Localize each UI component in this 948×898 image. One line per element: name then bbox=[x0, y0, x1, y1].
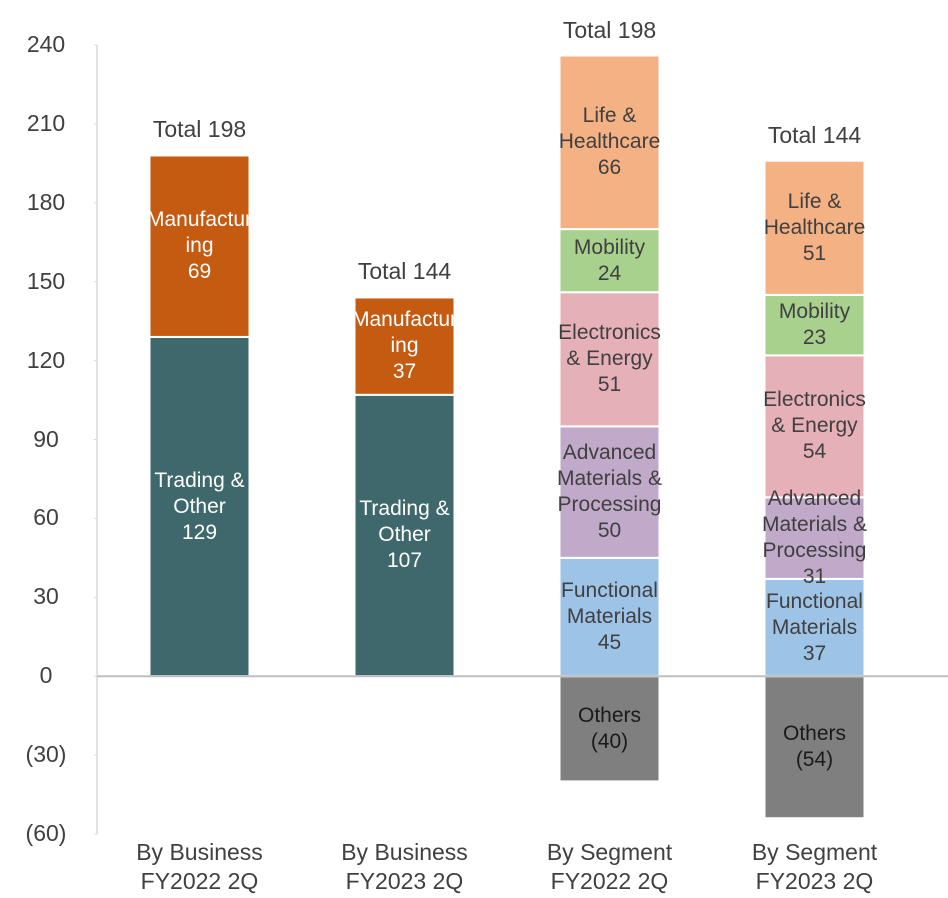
bar-segment bbox=[558, 425, 661, 559]
segment-value: 69 bbox=[187, 260, 212, 284]
total-label: Total 144 bbox=[767, 121, 862, 148]
segment-value: 66 bbox=[597, 156, 622, 180]
y-tick-label: 180 bbox=[26, 188, 66, 215]
bar-segment bbox=[148, 154, 251, 338]
segment-value: 37 bbox=[392, 360, 417, 384]
segment-name: Mobility bbox=[778, 300, 851, 324]
segment-value: 24 bbox=[597, 261, 622, 285]
segment-name: Electronics & Energy bbox=[558, 321, 661, 371]
segment-label: Electronics & Energy 51 bbox=[550, 292, 670, 426]
bar-segment bbox=[353, 296, 456, 396]
segment-name: Manufacturing bbox=[146, 208, 253, 258]
y-tick-label: 120 bbox=[26, 346, 66, 373]
total-label: Total 198 bbox=[152, 116, 247, 143]
segment-value: 23 bbox=[802, 326, 827, 350]
segment-label: Advanced Materials & Processing 31 bbox=[755, 487, 875, 588]
segment-value: 51 bbox=[802, 241, 827, 265]
bar-segment bbox=[763, 159, 866, 296]
x-tick-label: By Business FY2022 2Q bbox=[136, 839, 263, 894]
y-tick-label: (60) bbox=[25, 820, 67, 846]
segment-label: Life & Healthcare 51 bbox=[755, 161, 875, 295]
segment-value: (54) bbox=[795, 748, 834, 772]
y-tick-label: 0 bbox=[39, 662, 53, 689]
bar-segment bbox=[558, 54, 661, 231]
y-tick-label: (30) bbox=[25, 741, 67, 768]
segment-name: Manufacturing bbox=[351, 308, 458, 358]
y-tick-label: 240 bbox=[26, 31, 66, 57]
bar-segment bbox=[763, 293, 866, 357]
segment-name: Trading & Other bbox=[154, 468, 245, 518]
x-tick-label: By Segment FY2023 2Q bbox=[751, 839, 878, 894]
segment-name: Electronics & Energy bbox=[763, 388, 866, 438]
segment-value: 31 bbox=[802, 565, 827, 589]
segment-value: 54 bbox=[802, 440, 827, 464]
y-tick-label: 60 bbox=[33, 504, 59, 531]
segment-name: Life & Healthcare bbox=[558, 104, 661, 154]
y-tick-label: 30 bbox=[33, 583, 59, 610]
segment-name: Life & Healthcare bbox=[763, 189, 866, 239]
segment-label: Trading & Other 129 bbox=[140, 337, 260, 676]
segment-label: Advanced Materials & Processing 50 bbox=[550, 426, 670, 558]
bar-segment bbox=[558, 291, 661, 428]
segment-label: Functional Materials 37 bbox=[755, 579, 875, 676]
y-tick-label: 210 bbox=[26, 109, 66, 136]
segment-name: Advanced Materials & Processing bbox=[761, 487, 868, 563]
segment-label: Life & Healthcare 66 bbox=[550, 56, 670, 230]
segment-name: Functional Materials bbox=[766, 589, 863, 639]
segment-value: (40) bbox=[590, 729, 629, 753]
segment-label: Functional Materials 45 bbox=[550, 558, 670, 676]
segment-name: Advanced Materials & Processing bbox=[556, 441, 663, 517]
bar-segment bbox=[763, 577, 866, 678]
segment-label: Others (40) bbox=[550, 676, 670, 781]
bar-segment bbox=[763, 675, 866, 820]
segment-value: 51 bbox=[597, 373, 622, 397]
segment-name: Others bbox=[782, 722, 847, 746]
segment-value: 129 bbox=[181, 520, 218, 544]
segment-value: 37 bbox=[802, 641, 827, 665]
segment-name: Others bbox=[577, 703, 642, 727]
y-tick-label: 90 bbox=[33, 425, 59, 452]
segment-value: 45 bbox=[597, 631, 622, 655]
bar-segment bbox=[763, 496, 866, 580]
x-tick-label: By Segment FY2022 2Q bbox=[546, 839, 673, 894]
segment-value: 107 bbox=[386, 549, 423, 573]
bar-segment bbox=[763, 354, 866, 499]
segment-name: Functional Materials bbox=[561, 579, 658, 629]
segment-name: Mobility bbox=[573, 235, 646, 259]
total-label: Total 144 bbox=[357, 258, 452, 285]
segment-label: Others (54) bbox=[755, 676, 875, 818]
segment-name: Trading & Other bbox=[359, 497, 450, 547]
segment-label: Manufacturing 69 bbox=[140, 155, 260, 336]
segment-label: Mobility 24 bbox=[550, 229, 670, 292]
bar-segment bbox=[558, 675, 661, 783]
y-tick-label: 150 bbox=[26, 267, 66, 294]
segment-label: Electronics & Energy 54 bbox=[755, 355, 875, 497]
segment-label: Trading & Other 107 bbox=[345, 395, 465, 676]
segment-label: Mobility 23 bbox=[755, 295, 875, 355]
bar-segment bbox=[148, 335, 251, 678]
total-label: Total 198 bbox=[562, 16, 657, 43]
segment-value: 50 bbox=[597, 519, 622, 543]
segment-label: Manufacturing 37 bbox=[345, 297, 465, 394]
x-tick-label: By Business FY2023 2Q bbox=[341, 839, 468, 894]
